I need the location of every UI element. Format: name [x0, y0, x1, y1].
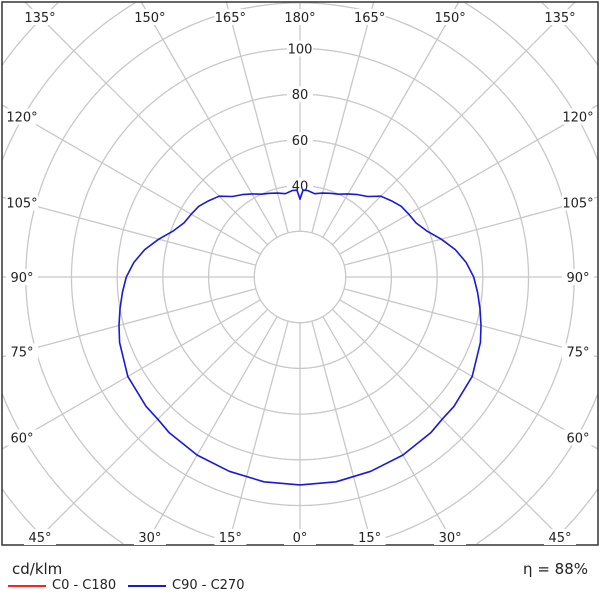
grid-spoke [343, 196, 599, 266]
grid-spoke [343, 288, 599, 358]
angle-label-bg [353, 9, 386, 25]
angle-label: 120° [562, 110, 593, 125]
angle-label-bg [133, 529, 166, 545]
grid-spoke [1, 196, 257, 266]
angle-label: 15° [219, 531, 242, 546]
angle-label: 45° [28, 531, 51, 546]
grid-spoke [311, 1, 375, 234]
angle-label: 75° [566, 345, 589, 360]
radial-tick-label: 60 [292, 134, 309, 149]
legend-label-c0: C0 - C180 [52, 578, 117, 593]
angle-label-bg [6, 269, 38, 285]
tick-bg [287, 131, 313, 148]
radial-tick-label: 40 [292, 180, 309, 195]
grid-spoke [311, 320, 373, 546]
angle-label: 105° [6, 197, 37, 212]
angle-label-bg [562, 269, 594, 285]
angle-label-bg [284, 9, 316, 25]
grid-spoke [225, 1, 289, 234]
grid-spoke [331, 1, 576, 246]
angle-label-bg [562, 429, 594, 446]
grid-ring [1, 2, 599, 545]
grid-spoke [322, 1, 460, 238]
grid-spoke [31, 308, 269, 546]
grid-spoke [322, 316, 456, 546]
grid-spoke [227, 320, 289, 546]
angle-label: 165° [354, 11, 385, 26]
grid-spoke [331, 308, 569, 546]
angle-label: 60° [10, 432, 33, 447]
angle-label-bg [562, 343, 594, 360]
grid-spoke [144, 316, 278, 546]
angle-label-bg [24, 9, 56, 25]
grid-spoke [339, 104, 599, 255]
tick-bg [287, 86, 313, 103]
angle-label: 60° [566, 432, 589, 447]
angle-label-bg [544, 529, 576, 545]
angle-label-bg [353, 529, 386, 545]
series-curve-c90-c270 [118, 189, 482, 486]
radial-tick-label: 80 [292, 88, 309, 103]
angle-label-bg [562, 108, 594, 125]
angle-label: 75° [10, 345, 33, 360]
angle-label: 105° [562, 197, 593, 212]
efficiency-label: η = 88% [523, 560, 588, 578]
angle-label-bg [544, 9, 576, 25]
angle-label: 135° [24, 11, 55, 26]
angle-label: 30° [138, 531, 161, 546]
radial-tick-label: 100 [288, 43, 313, 58]
angle-label-bg [6, 343, 38, 360]
legend-label-c90: C90 - C270 [172, 578, 245, 593]
angle-label-bg [434, 529, 467, 545]
angle-label-bg [562, 194, 594, 211]
angle-label: 15° [358, 531, 381, 546]
angle-label-bg [24, 529, 56, 545]
angle-label: 30° [439, 531, 462, 546]
grid-spoke [339, 299, 599, 450]
grid [1, 1, 599, 546]
angle-label: 165° [215, 11, 246, 26]
angle-label-bg [434, 9, 467, 25]
angle-label-bg [214, 9, 247, 25]
angle-label: 120° [6, 110, 37, 125]
angle-label: 0° [293, 531, 308, 546]
angle-label-bg [133, 9, 166, 25]
angle-label-bg [214, 529, 247, 545]
tick-bg [287, 40, 313, 57]
angle-label-bg [6, 108, 38, 125]
grid-spoke [1, 299, 261, 450]
angle-label: 90° [566, 271, 589, 286]
angle-label-bg [6, 429, 38, 446]
grid-ring [1, 2, 599, 545]
angle-label-bg [284, 529, 316, 545]
tick-bg [287, 177, 313, 194]
angle-label: 150° [434, 11, 465, 26]
unit-label: cd/klm [12, 560, 63, 578]
grid-spoke [140, 1, 278, 238]
angle-label: 90° [10, 271, 33, 286]
angle-label: 135° [544, 11, 575, 26]
grid-spoke [1, 288, 257, 358]
angle-label-bg [6, 194, 38, 211]
grid-spoke [24, 1, 269, 246]
angle-label: 150° [134, 11, 165, 26]
legend-swatch-c0 [8, 585, 46, 587]
angle-label: 180° [284, 11, 315, 26]
grid-ring [253, 230, 347, 324]
grid-spoke [1, 104, 261, 255]
legend-swatch-c90 [128, 585, 166, 587]
angle-label: 45° [548, 531, 571, 546]
